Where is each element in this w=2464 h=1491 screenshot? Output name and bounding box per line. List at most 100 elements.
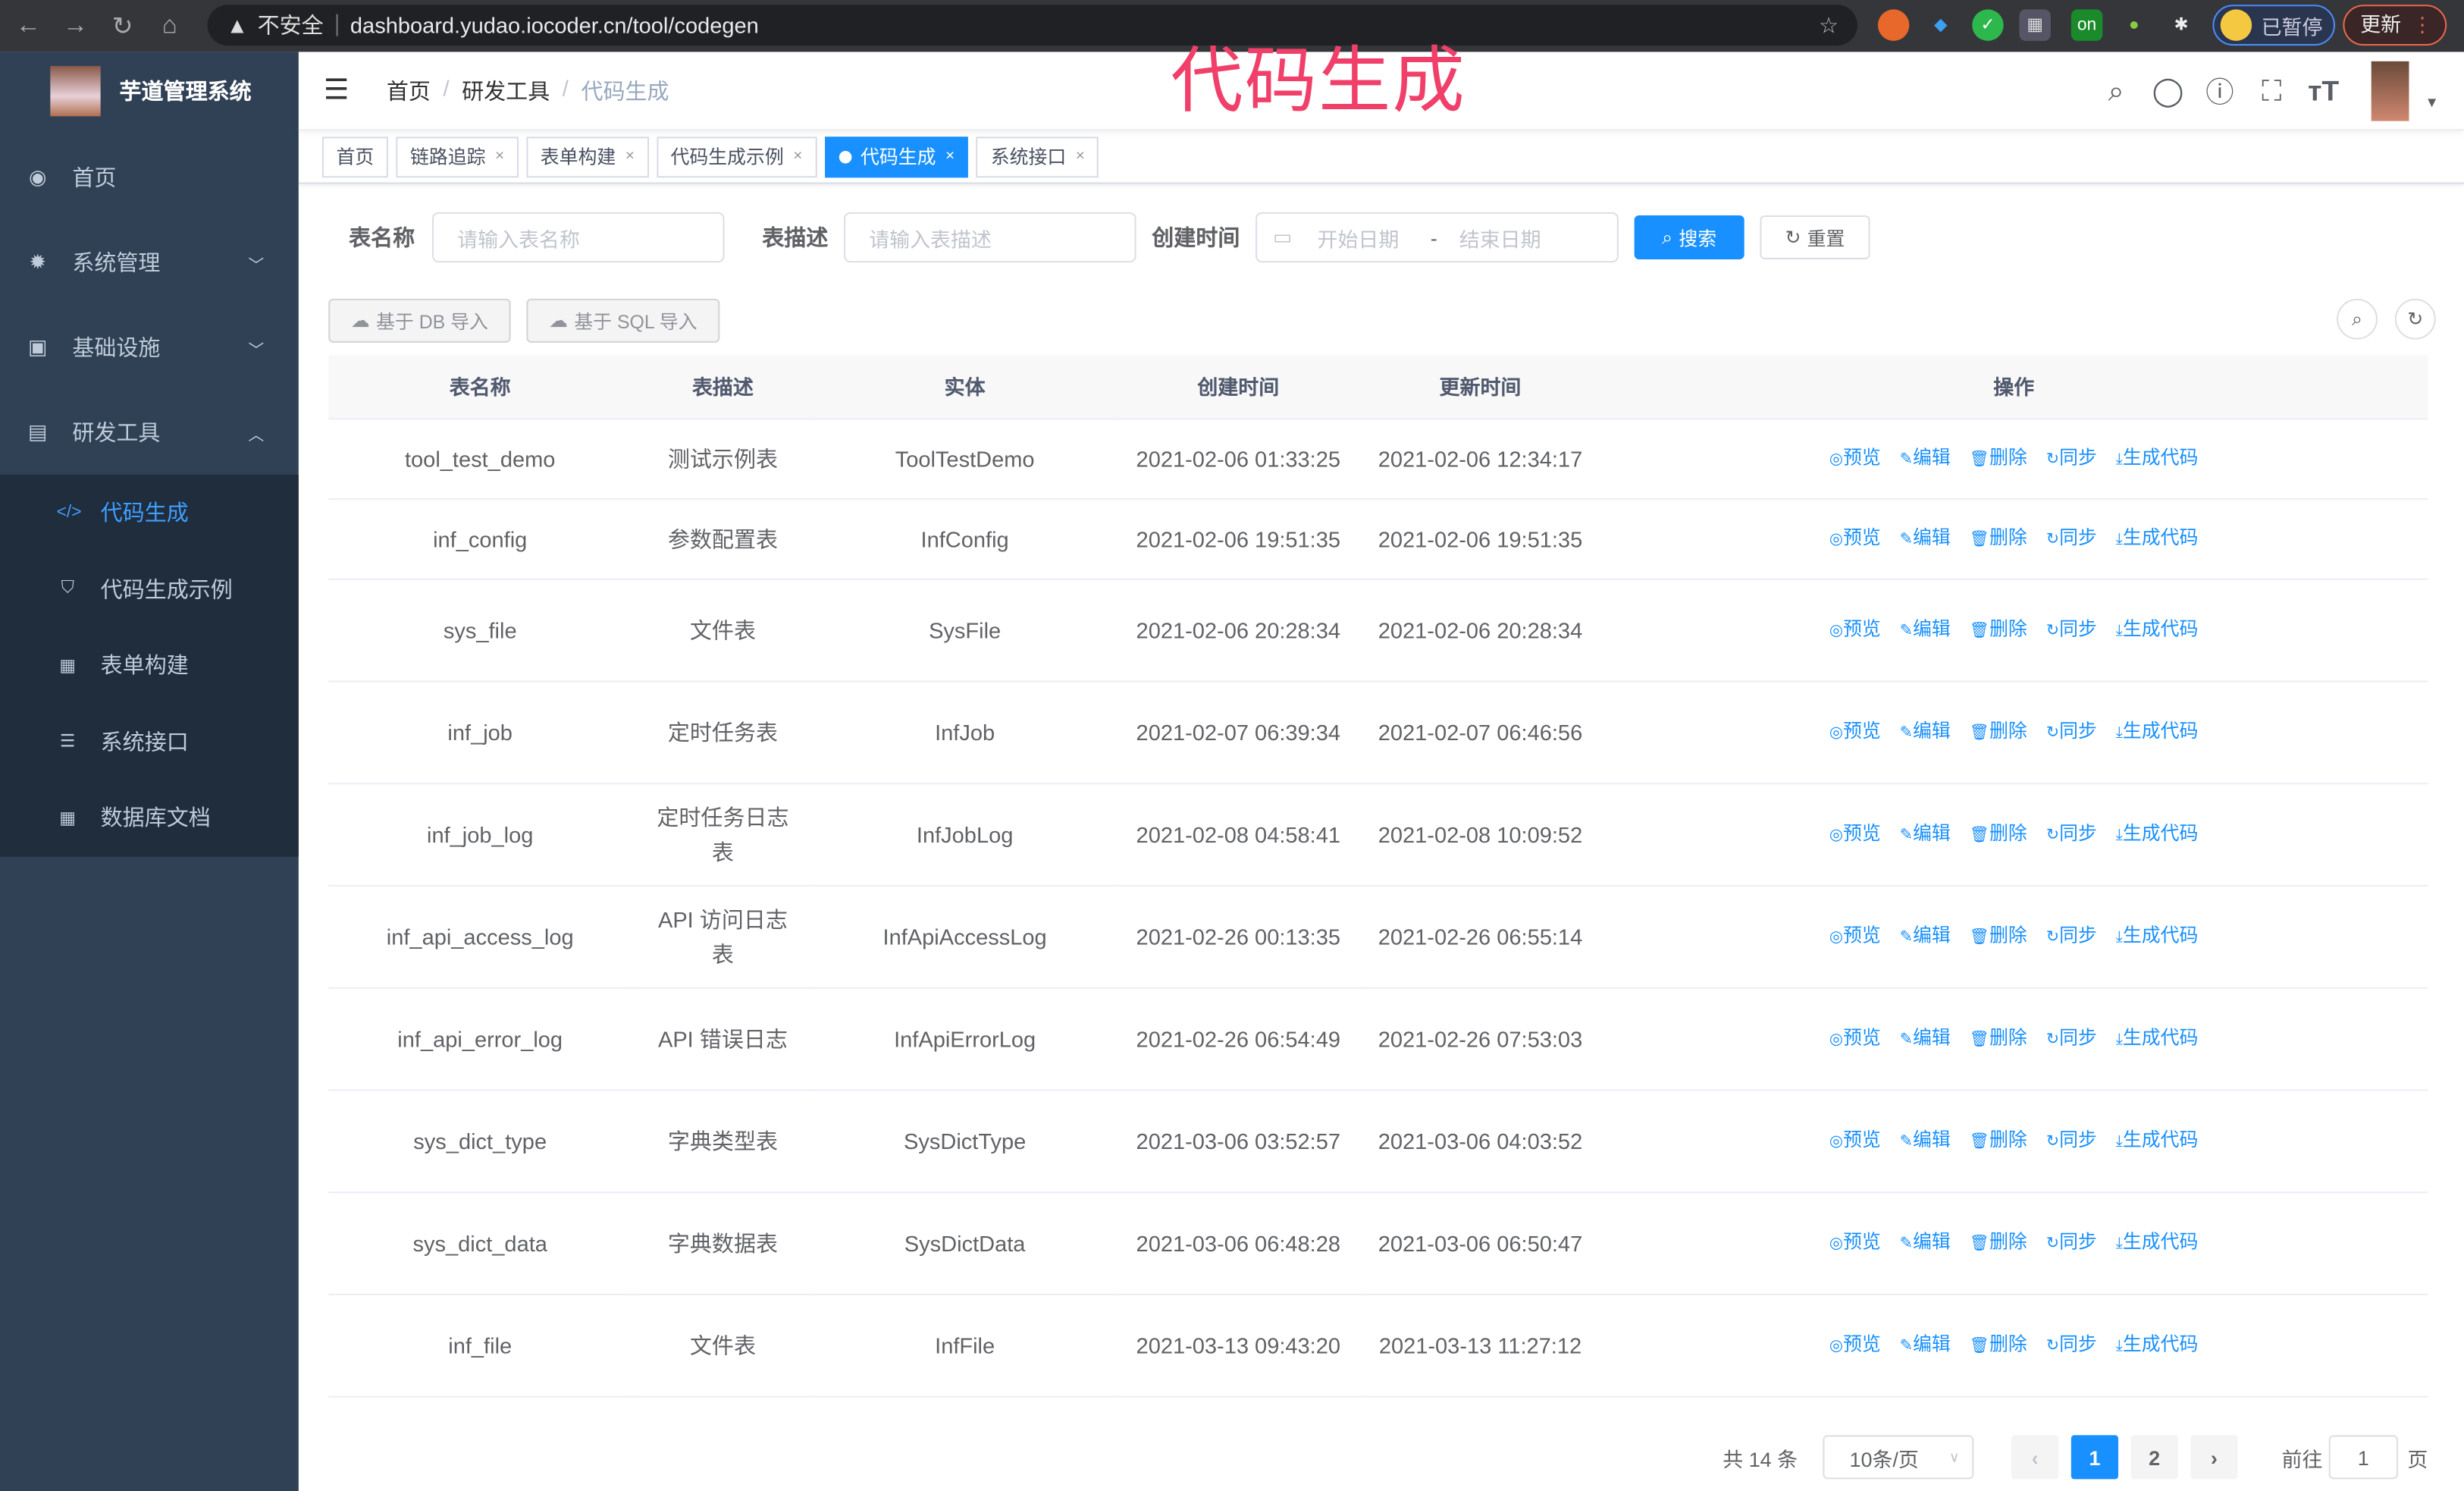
start-date-input[interactable]: 开始日期 bbox=[1317, 227, 1400, 251]
sidebar-item-codegen-demo[interactable]: ⛉ 代码生成示例 bbox=[0, 551, 299, 627]
preview-button[interactable]: ◎预览 bbox=[1829, 519, 1881, 557]
update-button[interactable]: 更新 ⋮ bbox=[2343, 5, 2447, 46]
generate-code-button[interactable]: ⤓生成代码 bbox=[2116, 611, 2199, 648]
table-desc-input[interactable]: 请输入表描述 bbox=[844, 212, 1136, 263]
sync-button[interactable]: ↻同步 bbox=[2046, 519, 2097, 557]
generate-code-button[interactable]: ⤓生成代码 bbox=[2116, 439, 2199, 477]
logo[interactable]: 芋道管理系统 bbox=[0, 52, 299, 130]
sidebar-item-form-build[interactable]: ▦ 表单构建 bbox=[0, 627, 299, 704]
delete-button[interactable]: 🗑删除 bbox=[1970, 917, 2027, 955]
puzzle-icon[interactable]: ✱ bbox=[2174, 15, 2189, 35]
close-icon[interactable]: × bbox=[945, 146, 955, 165]
generate-code-button[interactable]: ⤓生成代码 bbox=[2116, 519, 2199, 557]
delete-button[interactable]: 🗑删除 bbox=[1970, 713, 2027, 751]
tab-swagger[interactable]: 系统接口 × bbox=[977, 136, 1099, 177]
extension-icon[interactable]: ✓ bbox=[1972, 9, 2004, 41]
close-icon[interactable]: × bbox=[793, 146, 803, 165]
home-icon[interactable]: ⌂ bbox=[161, 11, 177, 39]
extension-icon[interactable]: ▦ bbox=[2019, 9, 2051, 41]
github-icon[interactable]: ◯ bbox=[2152, 74, 2184, 106]
table-name-input[interactable]: 请输入表名称 bbox=[431, 212, 725, 263]
edit-button[interactable]: ✎编辑 bbox=[1900, 1326, 1951, 1364]
import-sql-button[interactable]: ☁ 基于 SQL 导入 bbox=[526, 298, 720, 343]
delete-button[interactable]: 🗑删除 bbox=[1970, 439, 2027, 477]
forward-icon[interactable]: → bbox=[62, 11, 89, 39]
extension-icon[interactable]: ◆ bbox=[1934, 15, 1948, 35]
sync-button[interactable]: ↻同步 bbox=[2046, 439, 2097, 477]
sidebar-item-codegen[interactable]: </> 代码生成 bbox=[0, 475, 299, 551]
edit-button[interactable]: ✎编辑 bbox=[1900, 439, 1951, 477]
preview-button[interactable]: ◎预览 bbox=[1829, 1019, 1881, 1057]
close-icon[interactable]: × bbox=[1075, 146, 1085, 165]
goto-page-input[interactable]: 1 bbox=[2328, 1435, 2398, 1480]
sidebar-item-db-doc[interactable]: ▦ 数据库文档 bbox=[0, 780, 299, 856]
preview-button[interactable]: ◎预览 bbox=[1829, 1224, 1881, 1262]
delete-button[interactable]: 🗑删除 bbox=[1970, 1326, 2027, 1364]
sidebar-item-infra[interactable]: ▣ 基础设施 ﹀ bbox=[0, 305, 299, 390]
refresh-button[interactable]: ↻ bbox=[2394, 298, 2436, 340]
sync-button[interactable]: ↻同步 bbox=[2046, 1326, 2097, 1364]
preview-button[interactable]: ◎预览 bbox=[1829, 1122, 1881, 1160]
generate-code-button[interactable]: ⤓生成代码 bbox=[2116, 1122, 2199, 1160]
close-icon[interactable]: × bbox=[494, 146, 505, 165]
sidebar-item-devtools[interactable]: ▤ 研发工具 ︿ bbox=[0, 390, 299, 475]
delete-button[interactable]: 🗑删除 bbox=[1970, 519, 2027, 557]
hamburger-icon[interactable]: ☰ bbox=[323, 74, 350, 105]
delete-button[interactable]: 🗑删除 bbox=[1970, 815, 2027, 853]
import-db-button[interactable]: ☁ 基于 DB 导入 bbox=[328, 298, 511, 343]
preview-button[interactable]: ◎预览 bbox=[1829, 917, 1881, 955]
sync-button[interactable]: ↻同步 bbox=[2046, 815, 2097, 853]
delete-button[interactable]: 🗑删除 bbox=[1970, 611, 2027, 648]
sync-button[interactable]: ↻同步 bbox=[2046, 1122, 2097, 1160]
sidebar-item-system[interactable]: ✹ 系统管理 ﹀ bbox=[0, 220, 299, 305]
edit-button[interactable]: ✎编辑 bbox=[1900, 611, 1951, 648]
generate-code-button[interactable]: ⤓生成代码 bbox=[2116, 1326, 2199, 1364]
edit-button[interactable]: ✎编辑 bbox=[1900, 1019, 1951, 1057]
search-button[interactable]: ⌕ 搜索 bbox=[1634, 215, 1745, 259]
page-1-button[interactable]: 1 bbox=[2071, 1435, 2118, 1480]
edit-button[interactable]: ✎编辑 bbox=[1900, 1224, 1951, 1262]
breadcrumb-home[interactable]: 首页 bbox=[386, 77, 431, 103]
prev-page-button[interactable]: ‹ bbox=[2011, 1435, 2059, 1480]
tab-form-build[interactable]: 表单构建 × bbox=[526, 136, 649, 177]
search-icon[interactable]: ⌕ bbox=[2108, 74, 2124, 106]
generate-code-button[interactable]: ⤓生成代码 bbox=[2116, 815, 2199, 853]
tab-codegen-demo[interactable]: 代码生成示例 × bbox=[656, 136, 817, 177]
generate-code-button[interactable]: ⤓生成代码 bbox=[2116, 1019, 2199, 1057]
generate-code-button[interactable]: ⤓生成代码 bbox=[2116, 1224, 2199, 1262]
sync-button[interactable]: ↻同步 bbox=[2046, 1224, 2097, 1262]
date-range-picker[interactable]: ▭ 开始日期 - 结束日期 bbox=[1256, 212, 1619, 263]
sync-button[interactable]: ↻同步 bbox=[2046, 713, 2097, 751]
sidebar-item-swagger[interactable]: ☰ 系统接口 bbox=[0, 704, 299, 780]
extension-icon[interactable] bbox=[1877, 9, 1910, 41]
generate-code-button[interactable]: ⤓生成代码 bbox=[2116, 917, 2199, 955]
font-size-icon[interactable]: тT bbox=[2308, 74, 2340, 106]
edit-button[interactable]: ✎编辑 bbox=[1900, 917, 1951, 955]
fullscreen-icon[interactable]: ⛶ bbox=[2262, 74, 2282, 106]
extension-icon[interactable]: on bbox=[2071, 9, 2103, 41]
avatar[interactable] bbox=[2371, 61, 2409, 121]
toggle-search-button[interactable]: ⌕ bbox=[2337, 298, 2378, 340]
preview-button[interactable]: ◎预览 bbox=[1829, 1326, 1881, 1364]
close-icon[interactable]: × bbox=[625, 146, 635, 165]
sync-button[interactable]: ↻同步 bbox=[2046, 1019, 2097, 1057]
reset-button[interactable]: ↻ 重置 bbox=[1760, 215, 1870, 259]
address-bar[interactable]: ▲ 不安全 dashboard.yudao.iocoder.cn/tool/co… bbox=[207, 5, 1857, 46]
caret-down-icon[interactable]: ▼ bbox=[2425, 94, 2439, 111]
end-date-input[interactable]: 结束日期 bbox=[1459, 227, 1541, 251]
preview-button[interactable]: ◎预览 bbox=[1829, 713, 1881, 751]
delete-button[interactable]: 🗑删除 bbox=[1970, 1019, 2027, 1057]
tab-trace[interactable]: 链路追踪 × bbox=[396, 136, 519, 177]
tab-codegen[interactable]: 代码生成 × bbox=[824, 136, 969, 177]
sync-button[interactable]: ↻同步 bbox=[2046, 917, 2097, 955]
preview-button[interactable]: ◎预览 bbox=[1829, 439, 1881, 477]
delete-button[interactable]: 🗑删除 bbox=[1970, 1122, 2027, 1160]
extension-icon[interactable]: ● bbox=[2128, 15, 2140, 35]
page-size-select[interactable]: 10条/页 ∨ bbox=[1823, 1435, 1974, 1480]
edit-button[interactable]: ✎编辑 bbox=[1900, 713, 1951, 751]
page-2-button[interactable]: 2 bbox=[2130, 1435, 2178, 1480]
back-icon[interactable]: ← bbox=[15, 11, 41, 39]
sidebar-item-home[interactable]: ◉ 首页 bbox=[0, 135, 299, 220]
edit-button[interactable]: ✎编辑 bbox=[1900, 519, 1951, 557]
bookmark-star-icon[interactable]: ☆ bbox=[1819, 11, 1839, 37]
